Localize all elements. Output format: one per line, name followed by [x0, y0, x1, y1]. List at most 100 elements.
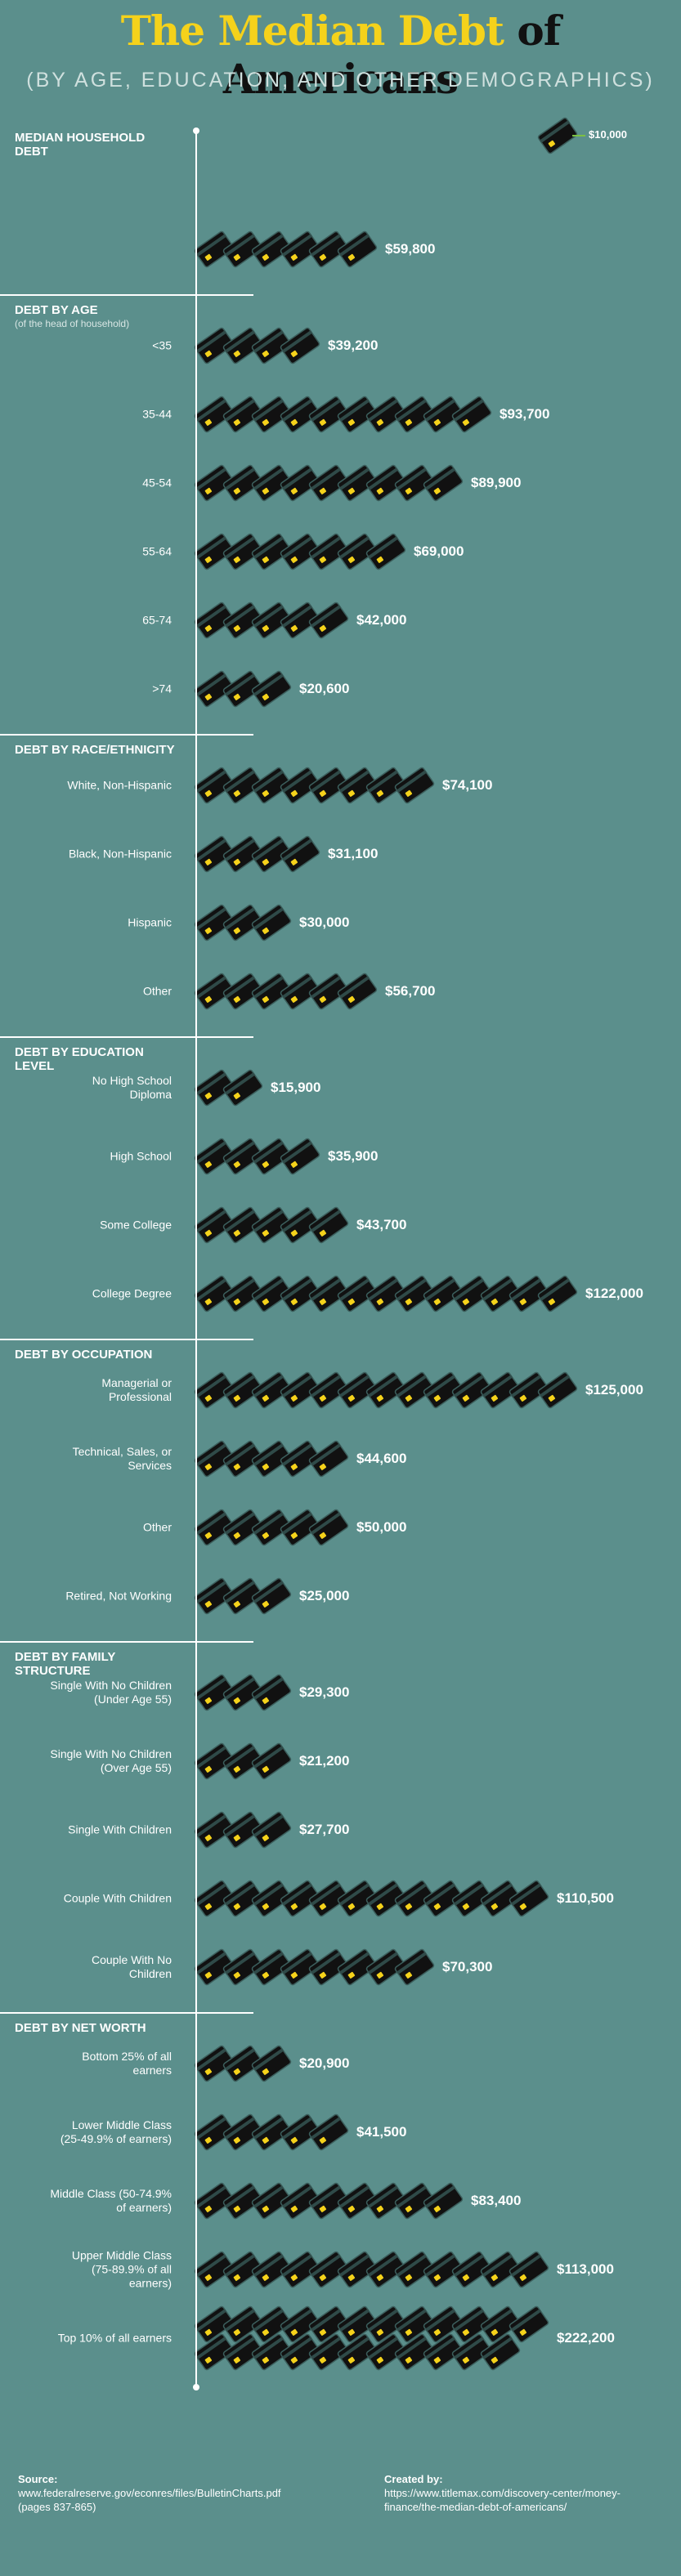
card-stripe	[253, 330, 284, 353]
card	[222, 1138, 263, 1175]
card-chip	[376, 556, 384, 563]
card-body	[509, 1275, 549, 1313]
card-bar	[194, 602, 349, 639]
card	[222, 1811, 263, 1849]
card-chip	[204, 693, 213, 700]
card-body	[480, 1275, 521, 1313]
card-body	[308, 2113, 349, 2151]
card-chip	[347, 253, 356, 261]
card-body	[194, 2251, 235, 2288]
card-body	[308, 533, 349, 570]
card	[280, 2251, 320, 2288]
card-body	[251, 602, 292, 639]
card-body	[194, 1674, 235, 1711]
card-body	[194, 1206, 235, 1244]
card-body	[423, 1880, 464, 1917]
card-stripe	[282, 605, 312, 628]
card-chip	[233, 2274, 241, 2281]
card	[337, 1880, 378, 1917]
card-stripe	[368, 1952, 398, 1974]
card-body	[280, 1948, 320, 1986]
card-stripe	[368, 2254, 398, 2277]
card-stripe	[339, 234, 370, 257]
card	[308, 1275, 349, 1313]
card-body	[423, 1275, 464, 1313]
card-body	[365, 1275, 406, 1313]
card	[365, 533, 406, 570]
card-chip	[491, 1298, 499, 1305]
card	[337, 973, 378, 1010]
card-stripe	[540, 1375, 570, 1398]
card	[308, 396, 349, 433]
card-chip	[204, 418, 213, 426]
card-body	[537, 1371, 578, 1409]
card-chip	[462, 2356, 470, 2364]
card-body	[308, 230, 349, 268]
card-chip	[347, 418, 356, 426]
card	[222, 2113, 263, 2151]
card-stripe	[282, 1512, 312, 1535]
card-stripe	[282, 2309, 312, 2332]
card-stripe	[225, 2337, 255, 2359]
card-stripe	[482, 2309, 513, 2332]
card-body	[194, 230, 235, 268]
card	[194, 2251, 235, 2288]
card-chip	[204, 927, 213, 934]
card	[251, 973, 292, 1010]
card-body	[480, 2305, 521, 2343]
card	[222, 1275, 263, 1313]
card-body	[194, 2305, 235, 2343]
value-label: $125,000	[585, 1382, 643, 1398]
category-label: >74	[152, 682, 172, 695]
card	[251, 670, 292, 708]
card-body	[251, 835, 292, 873]
card-chip	[204, 2356, 213, 2364]
card	[308, 1206, 349, 1244]
card-body	[423, 396, 464, 433]
card-bar	[194, 670, 292, 708]
card	[480, 1275, 521, 1313]
axis-dot	[193, 2384, 199, 2390]
card-body	[365, 1880, 406, 1917]
card-stripe	[282, 1141, 312, 1164]
card-chip	[462, 1394, 470, 1402]
card-stripe	[397, 2337, 427, 2359]
value-label: $41,500	[356, 2124, 407, 2140]
card-chip	[262, 858, 270, 865]
card	[365, 464, 406, 502]
card-body	[451, 1880, 492, 1917]
card-chip	[233, 2136, 241, 2144]
card-chip	[462, 1298, 470, 1305]
card-stripe	[282, 234, 312, 257]
card	[194, 1811, 235, 1849]
card-stripe	[397, 1952, 427, 1974]
card-stripe	[311, 976, 341, 999]
card-chip	[376, 2328, 384, 2336]
card-body	[337, 973, 378, 1010]
card	[194, 1674, 235, 1711]
card-body	[222, 1138, 263, 1175]
card	[451, 1371, 492, 1409]
card	[280, 767, 320, 804]
card	[194, 1948, 235, 1986]
card-chip	[233, 693, 241, 700]
card	[222, 1880, 263, 1917]
card	[509, 1880, 549, 1917]
card-chip	[262, 1463, 270, 1470]
card-chip	[290, 487, 298, 494]
card-body	[280, 1206, 320, 1244]
card-body	[280, 2251, 320, 2288]
card-body	[394, 1371, 435, 1409]
card-stripe	[282, 467, 312, 490]
card-stripe	[311, 1952, 341, 1974]
card-body	[423, 2333, 464, 2371]
card	[337, 230, 378, 268]
card	[280, 2305, 320, 2343]
card-chip	[233, 1092, 241, 1099]
card-body	[365, 2333, 406, 2371]
card-stripe	[253, 2337, 284, 2359]
card-stripe	[225, 1814, 255, 1837]
card-stripe	[253, 1443, 284, 1466]
card	[308, 2182, 349, 2220]
card	[308, 2305, 349, 2343]
